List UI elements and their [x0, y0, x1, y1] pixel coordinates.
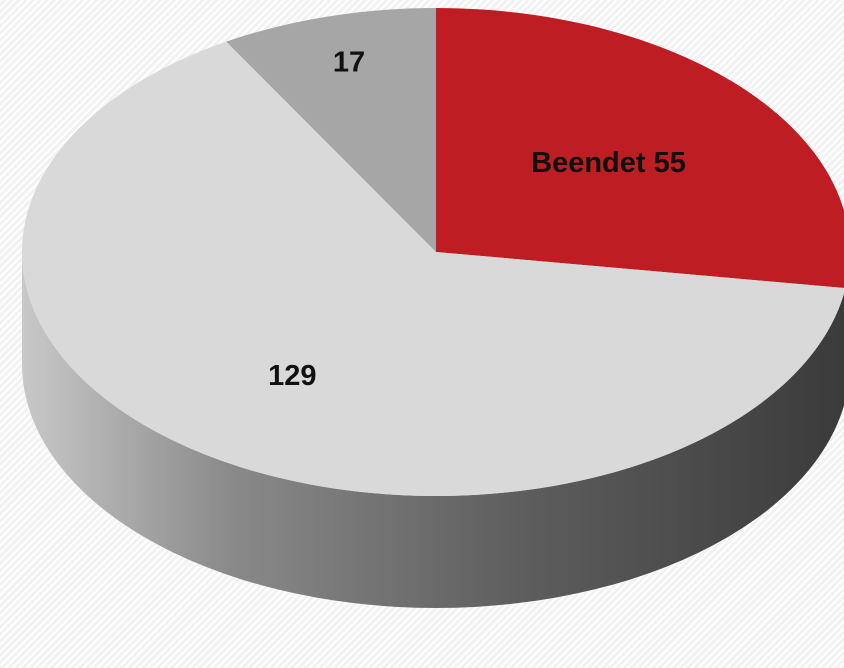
pie-slice	[22, 41, 844, 496]
data-label: Beendet 55	[531, 147, 686, 179]
pie-slice	[436, 8, 844, 288]
pie-side	[22, 252, 844, 608]
data-label: 129	[268, 360, 316, 392]
data-label: 17	[333, 46, 365, 78]
pie-slice	[226, 8, 436, 252]
